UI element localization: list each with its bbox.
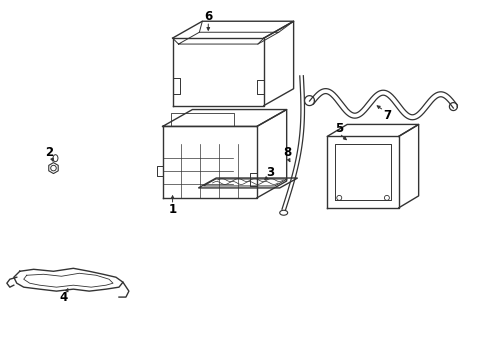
Text: 3: 3: [265, 166, 273, 179]
Text: 6: 6: [203, 10, 212, 23]
Text: 5: 5: [334, 122, 343, 135]
Text: 2: 2: [45, 146, 54, 159]
Text: 1: 1: [168, 203, 176, 216]
Text: 7: 7: [382, 109, 390, 122]
Text: 4: 4: [59, 291, 67, 303]
Text: 8: 8: [283, 146, 291, 159]
